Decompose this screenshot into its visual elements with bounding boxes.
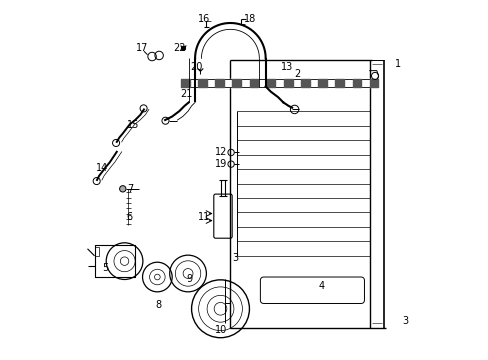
- Text: 12: 12: [215, 147, 227, 157]
- Circle shape: [181, 46, 185, 50]
- Text: 14: 14: [95, 163, 107, 173]
- Bar: [94, 245, 135, 277]
- Text: 1: 1: [394, 59, 400, 68]
- Text: 15: 15: [127, 120, 139, 130]
- Bar: [94, 247, 99, 256]
- Text: 13: 13: [280, 62, 292, 72]
- Text: 4: 4: [318, 281, 325, 291]
- Text: 11: 11: [198, 212, 210, 222]
- Text: 22: 22: [173, 43, 185, 53]
- Circle shape: [120, 186, 126, 192]
- Text: 3: 3: [232, 253, 238, 262]
- Text: 7: 7: [126, 184, 133, 194]
- Text: 19: 19: [215, 159, 227, 169]
- Text: 9: 9: [186, 274, 192, 284]
- Text: 6: 6: [126, 212, 133, 222]
- Text: 21: 21: [180, 89, 192, 99]
- Text: 16: 16: [198, 14, 210, 24]
- Text: 17: 17: [136, 43, 148, 53]
- Text: 2: 2: [294, 69, 300, 79]
- Text: 8: 8: [155, 300, 161, 310]
- Text: 3: 3: [401, 316, 407, 326]
- Text: 10: 10: [215, 325, 227, 335]
- Text: 20: 20: [190, 62, 203, 72]
- Text: 18: 18: [243, 14, 255, 24]
- Text: 5: 5: [102, 263, 108, 273]
